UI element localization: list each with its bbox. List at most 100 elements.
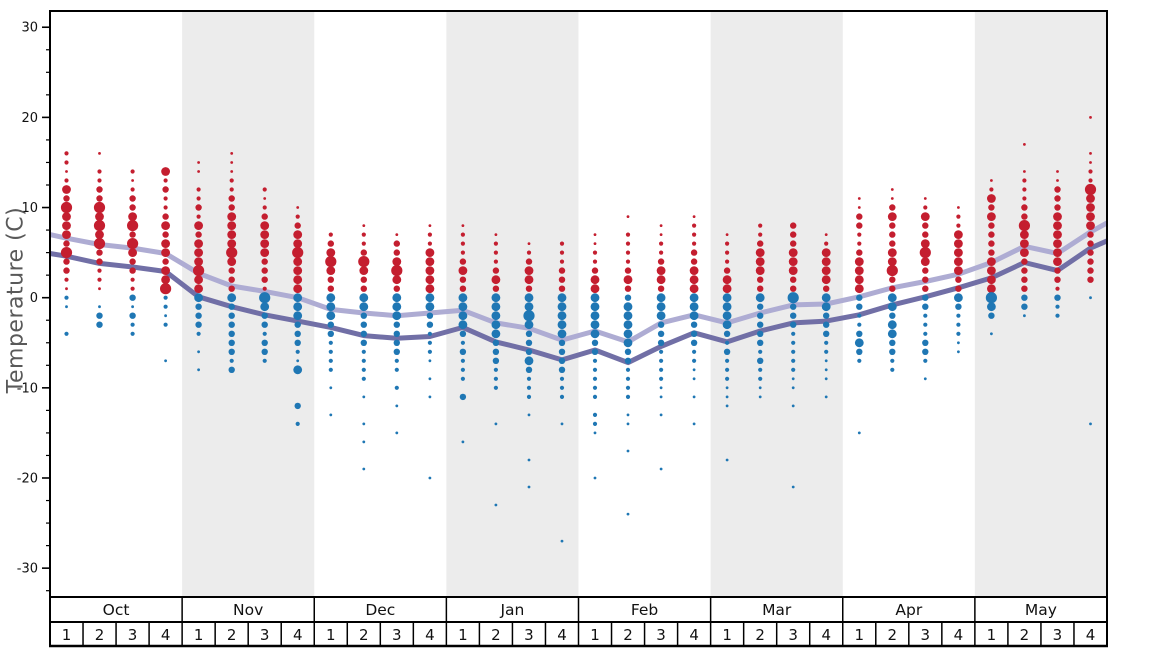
blue-temp-dot xyxy=(1055,313,1060,318)
blue-temp-dot xyxy=(557,320,567,330)
red-temp-dot xyxy=(163,205,168,210)
red-temp-dot xyxy=(293,284,303,294)
blue-temp-dot xyxy=(592,421,598,426)
red-temp-dot xyxy=(1021,285,1028,292)
blue-temp-dot xyxy=(922,294,929,301)
red-temp-dot xyxy=(459,258,467,265)
red-temp-dot xyxy=(656,266,666,275)
red-temp-dot xyxy=(263,197,267,200)
red-temp-dot xyxy=(194,248,204,257)
blue-temp-dot xyxy=(559,376,565,381)
blue-temp-dot xyxy=(790,303,797,310)
red-temp-dot xyxy=(790,285,797,292)
blue-temp-dot xyxy=(623,302,633,312)
blue-temp-dot xyxy=(757,321,764,328)
red-temp-dot xyxy=(62,212,71,222)
red-temp-dot xyxy=(922,231,929,238)
blue-temp-dot xyxy=(590,320,600,330)
blue-temp-dot xyxy=(196,331,201,336)
red-temp-dot xyxy=(1086,194,1095,203)
blue-temp-dot xyxy=(559,385,565,390)
red-temp-dot xyxy=(722,275,732,285)
blue-temp-dot xyxy=(326,293,336,303)
blue-temp-dot xyxy=(459,393,467,401)
blue-temp-dot xyxy=(261,348,268,355)
blue-temp-dot xyxy=(626,512,630,516)
week-label: 2 xyxy=(227,626,237,644)
week-label: 2 xyxy=(491,626,501,644)
blue-temp-dot xyxy=(394,385,399,390)
red-temp-dot xyxy=(1022,178,1027,183)
blue-temp-dot xyxy=(428,476,432,480)
red-temp-dot xyxy=(163,178,168,183)
blue-temp-dot xyxy=(723,330,731,337)
red-temp-dot xyxy=(161,275,171,285)
blue-temp-dot xyxy=(491,311,501,321)
red-temp-dot xyxy=(228,267,235,274)
blue-temp-dot xyxy=(689,302,699,312)
red-temp-dot xyxy=(527,242,531,246)
blue-temp-dot xyxy=(228,339,235,346)
red-temp-dot xyxy=(692,223,697,228)
blue-temp-dot xyxy=(526,376,532,381)
red-temp-dot xyxy=(757,285,764,292)
blue-temp-dot xyxy=(259,292,271,304)
blue-temp-dot xyxy=(525,330,533,337)
blue-temp-dot xyxy=(328,367,333,372)
blue-temp-dot xyxy=(458,320,468,330)
blue-temp-dot xyxy=(393,321,400,328)
blue-temp-dot xyxy=(623,329,633,339)
blue-temp-dot xyxy=(824,340,829,345)
blue-temp-dot xyxy=(427,349,432,354)
blue-temp-dot xyxy=(492,357,500,364)
blue-temp-dot xyxy=(163,322,168,327)
blue-temp-dot xyxy=(392,311,402,321)
red-temp-dot xyxy=(93,220,106,232)
red-temp-dot xyxy=(657,285,665,292)
red-temp-dot xyxy=(725,259,730,264)
y-axis-tick-label: -20 xyxy=(17,471,38,486)
blue-temp-dot xyxy=(427,331,432,336)
blue-temp-dot xyxy=(956,331,961,336)
red-temp-dot xyxy=(1053,248,1062,257)
red-temp-dot xyxy=(922,276,929,283)
red-temp-dot xyxy=(260,239,270,249)
red-temp-dot xyxy=(93,238,106,250)
red-temp-dot xyxy=(260,248,270,257)
red-temp-dot xyxy=(359,266,369,275)
blue-temp-dot xyxy=(558,339,566,346)
blue-temp-dot xyxy=(262,358,267,363)
blue-temp-dot xyxy=(294,402,301,410)
red-temp-dot xyxy=(392,257,402,266)
red-temp-dot xyxy=(196,214,201,219)
red-temp-dot xyxy=(226,247,238,259)
red-temp-dot xyxy=(228,195,235,202)
blue-temp-dot xyxy=(790,312,797,319)
blue-temp-dot xyxy=(856,294,863,301)
red-temp-dot xyxy=(227,230,237,240)
red-temp-dot xyxy=(1055,286,1060,291)
red-temp-dot xyxy=(194,221,204,231)
red-temp-dot xyxy=(1020,230,1029,240)
blue-temp-dot xyxy=(195,303,202,310)
red-temp-dot xyxy=(625,232,631,237)
week-label: 4 xyxy=(821,626,831,644)
red-temp-dot xyxy=(659,241,664,246)
blue-temp-dot xyxy=(625,385,631,390)
blue-temp-dot xyxy=(295,421,300,426)
red-temp-dot xyxy=(161,239,171,249)
blue-temp-dot xyxy=(757,303,764,310)
red-temp-dot xyxy=(327,285,334,292)
red-temp-dot xyxy=(393,249,400,256)
blue-temp-dot xyxy=(1054,294,1061,301)
red-temp-dot xyxy=(625,250,631,255)
blue-temp-dot xyxy=(957,350,960,354)
blue-temp-dot xyxy=(362,422,366,426)
blue-temp-dot xyxy=(856,348,863,355)
blue-temp-dot xyxy=(593,476,597,480)
blue-temp-dot xyxy=(656,311,666,321)
blue-temp-dot xyxy=(659,349,664,354)
red-temp-dot xyxy=(755,257,765,266)
red-temp-dot xyxy=(494,233,498,237)
red-temp-dot xyxy=(162,186,169,193)
